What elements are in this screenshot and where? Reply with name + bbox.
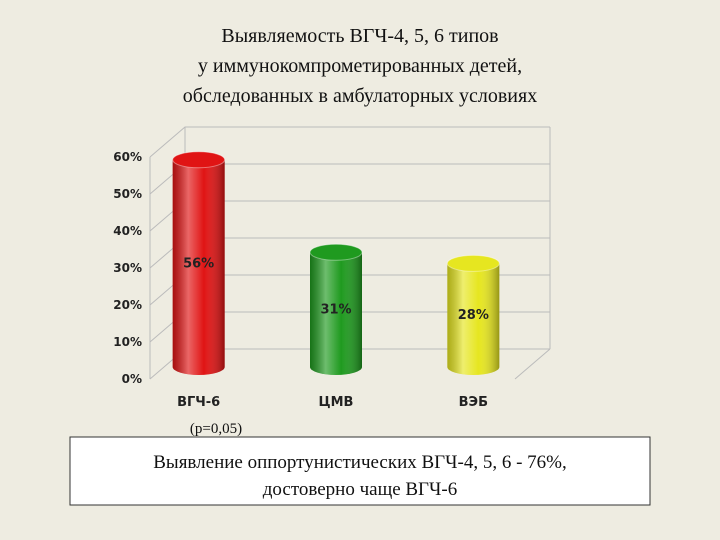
bar-shading	[310, 252, 362, 375]
x-tick-label: ВГЧ-6	[177, 395, 220, 410]
chart-title: Выявляемость ВГЧ-4, 5, 6 типов	[221, 25, 498, 47]
annotation: (p=0,05)	[190, 421, 242, 437]
y-tick-label: 30%	[113, 261, 142, 275]
value-label: 31%	[320, 303, 351, 318]
note-text: Выявление оппортунистических ВГЧ-4, 5, 6…	[153, 452, 567, 473]
note-text: достоверно чаще ВГЧ-6	[263, 479, 457, 500]
value-label: 28%	[458, 308, 489, 323]
y-tick-label: 10%	[113, 335, 142, 349]
bar-top	[309, 243, 363, 261]
y-tick-label: 60%	[113, 150, 142, 164]
chart-title: у иммунокомпрометированных детей,	[198, 55, 522, 77]
y-tick-label: 50%	[113, 187, 142, 201]
x-tick-label: ЦМВ	[319, 395, 354, 410]
x-tick-label: ВЭБ	[459, 395, 488, 410]
bar-shading	[172, 159, 225, 375]
bar-shading	[447, 263, 500, 375]
grid-line	[149, 126, 550, 158]
floor-line	[514, 348, 551, 380]
chart-title: обследованных в амбулаторных условиях	[183, 85, 537, 107]
value-label: 56%	[183, 256, 214, 271]
y-tick-label: 20%	[113, 298, 142, 312]
note-box	[69, 436, 651, 506]
bar-top	[172, 151, 226, 169]
y-tick-label: 40%	[113, 224, 142, 238]
bar-top	[446, 254, 500, 272]
y-tick-label: 0%	[122, 372, 142, 386]
